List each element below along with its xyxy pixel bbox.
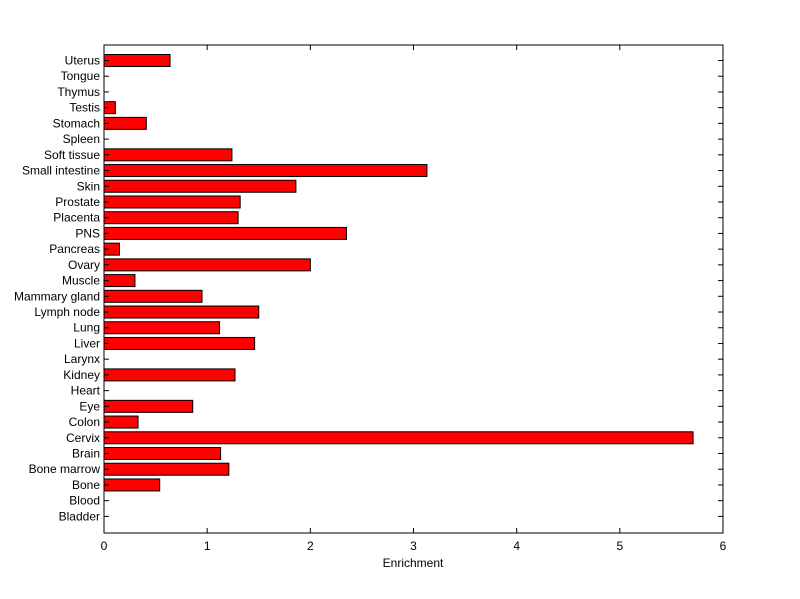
bar-mammary-gland (103, 289, 203, 303)
y-tick-label: Larynx (64, 352, 100, 366)
plot-frame (103, 44, 724, 534)
y-tick-label: Mammary gland (14, 289, 100, 303)
y-tick-label: Soft tissue (44, 148, 100, 162)
bar-brain (103, 447, 222, 460)
bar-stomach (103, 116, 147, 130)
y-tick-label: Bone (72, 478, 100, 492)
x-tick-label: 2 (307, 539, 314, 553)
y-tick-label: Bone marrow (29, 462, 101, 476)
y-tick-label: Kidney (63, 368, 100, 382)
y-tick-label: Stomach (53, 116, 100, 130)
y-tick-label: Blood (69, 494, 100, 508)
x-tick-label: 1 (204, 539, 211, 553)
bar-cervix (103, 431, 694, 445)
bar-liver (103, 336, 256, 350)
bar-lymph-node (103, 305, 260, 319)
bar-bone (103, 478, 161, 492)
y-tick-label: Muscle (62, 274, 100, 288)
x-tick-label: 3 (410, 539, 417, 553)
x-tick-label: 5 (616, 539, 623, 553)
y-tick-label: Skin (77, 179, 100, 193)
bar-ovary (103, 258, 311, 272)
x-tick-label: 4 (513, 539, 520, 553)
x-axis-label: Enrichment (383, 556, 444, 570)
y-tick-label: Spleen (63, 132, 100, 146)
bar-uterus (103, 54, 171, 67)
y-tick-label: Brain (72, 447, 100, 461)
bar-kidney (103, 368, 236, 382)
y-tick-label: Placenta (53, 211, 100, 225)
y-tick-label: Eye (79, 399, 100, 413)
bar-soft-tissue (103, 148, 233, 162)
y-tick-label: Colon (69, 415, 100, 429)
y-tick-label: Heart (71, 384, 101, 398)
y-tick-label: Prostate (55, 195, 100, 209)
bar-skin (103, 179, 297, 193)
bar-pns (103, 226, 347, 240)
bar-prostate (103, 195, 241, 209)
bar-eye (103, 399, 194, 413)
bars-group (103, 54, 694, 492)
bar-bone-marrow (103, 462, 230, 476)
bar-small-intestine (103, 164, 428, 178)
x-tick-label: 6 (720, 539, 727, 553)
y-tick-label: Ovary (68, 258, 100, 272)
y-tick-label: Tongue (61, 69, 101, 83)
y-tick-label: PNS (75, 226, 100, 240)
bar-placenta (103, 211, 239, 225)
y-tick-label: Uterus (65, 54, 100, 68)
y-tick-label: Small intestine (22, 164, 100, 178)
y-tick-label: Cervix (66, 431, 100, 445)
y-tick-label: Thymus (57, 85, 100, 99)
y-tick-label: Bladder (59, 509, 100, 523)
bar-colon (103, 415, 139, 429)
y-tick-label: Testis (69, 101, 100, 115)
y-tick-label: Lymph node (34, 305, 100, 319)
y-tick-label: Lung (73, 321, 100, 335)
y-tick-label: Pancreas (49, 242, 100, 256)
bar-lung (103, 321, 221, 335)
x-tick-label: 0 (101, 539, 108, 553)
y-tick-label: Liver (74, 336, 100, 350)
